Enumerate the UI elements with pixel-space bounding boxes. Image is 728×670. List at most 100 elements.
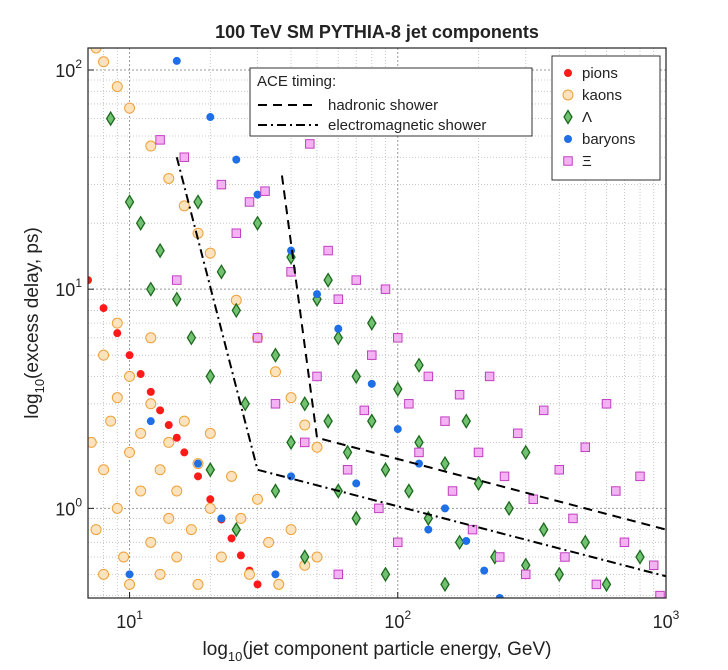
point xyxy=(192,578,204,590)
legend: ACE timing: hadronic shower electromagneti… xyxy=(249,55,661,181)
point xyxy=(156,406,165,415)
point xyxy=(145,536,157,548)
point xyxy=(172,433,181,442)
point xyxy=(473,475,484,492)
point xyxy=(111,392,123,404)
point xyxy=(461,413,472,429)
point xyxy=(440,455,450,472)
point xyxy=(311,441,323,453)
tick-label: 101 xyxy=(116,608,143,632)
point xyxy=(163,512,175,524)
point xyxy=(440,416,450,426)
point xyxy=(334,324,343,333)
x-axis-label: log10(jet component particle energy, GeV… xyxy=(203,639,552,664)
point xyxy=(194,459,203,468)
point xyxy=(504,500,514,517)
tick-base: 10 xyxy=(55,280,75,300)
point xyxy=(260,186,270,196)
point xyxy=(154,568,166,580)
point xyxy=(359,405,370,416)
tick-base: 10 xyxy=(116,612,136,632)
point xyxy=(204,502,216,514)
point xyxy=(164,421,173,430)
point xyxy=(194,472,203,481)
point xyxy=(367,350,377,360)
point xyxy=(305,139,315,149)
point xyxy=(393,333,403,343)
point xyxy=(146,387,155,396)
point xyxy=(414,357,424,373)
point xyxy=(554,465,565,475)
point xyxy=(186,330,197,346)
point xyxy=(299,396,310,412)
plot-area xyxy=(88,48,666,598)
point xyxy=(125,570,134,579)
point xyxy=(227,534,236,543)
point xyxy=(467,524,478,535)
point xyxy=(495,594,504,598)
point xyxy=(253,190,262,199)
point xyxy=(285,524,297,536)
point xyxy=(300,437,310,448)
tick-exponent: 2 xyxy=(404,608,411,622)
y-axis-label: log10(excess delay, ps) xyxy=(22,227,47,419)
tick-label: 102 xyxy=(55,57,82,81)
point xyxy=(90,48,102,54)
point xyxy=(462,536,471,545)
point xyxy=(236,551,245,560)
point xyxy=(215,551,227,563)
point xyxy=(98,56,110,68)
point xyxy=(313,290,322,299)
point xyxy=(113,329,122,338)
point xyxy=(351,510,361,527)
chart-title: 100 TeV SM PYTHIA-8 jet components xyxy=(215,22,539,42)
point xyxy=(380,566,391,583)
point xyxy=(273,578,285,590)
point xyxy=(367,315,377,331)
tick-label: 101 xyxy=(55,276,82,300)
point xyxy=(447,486,458,496)
point xyxy=(286,434,296,451)
point xyxy=(216,179,227,190)
point xyxy=(154,464,166,476)
legend-label: Ξ xyxy=(582,153,592,170)
point xyxy=(454,534,465,551)
point xyxy=(454,389,465,400)
tick-base: 10 xyxy=(384,612,404,632)
point xyxy=(171,485,183,497)
tick-exponent: 2 xyxy=(75,57,82,71)
point xyxy=(163,172,175,184)
point xyxy=(473,447,484,458)
point xyxy=(538,405,549,416)
point xyxy=(90,524,102,536)
point xyxy=(414,447,424,458)
point xyxy=(125,351,134,360)
point xyxy=(217,514,226,523)
point xyxy=(136,370,145,379)
point xyxy=(145,332,157,344)
point xyxy=(484,371,495,382)
legend-label: pions xyxy=(582,65,618,82)
point xyxy=(499,471,510,482)
point xyxy=(88,276,92,285)
point xyxy=(124,370,136,382)
point xyxy=(231,302,242,319)
point xyxy=(231,228,242,238)
point xyxy=(252,215,263,231)
tick-label: 100 xyxy=(55,495,82,519)
point xyxy=(269,366,281,378)
point xyxy=(311,551,323,563)
point xyxy=(564,69,572,77)
point xyxy=(611,486,621,496)
legend-label: baryons xyxy=(582,131,635,148)
point xyxy=(124,446,136,458)
point xyxy=(333,294,344,304)
tick-base: 10 xyxy=(55,499,75,519)
point xyxy=(312,371,322,382)
point xyxy=(480,566,489,575)
point xyxy=(560,552,570,562)
point xyxy=(185,524,197,536)
point xyxy=(520,444,531,461)
point xyxy=(374,503,384,514)
point xyxy=(98,464,110,476)
